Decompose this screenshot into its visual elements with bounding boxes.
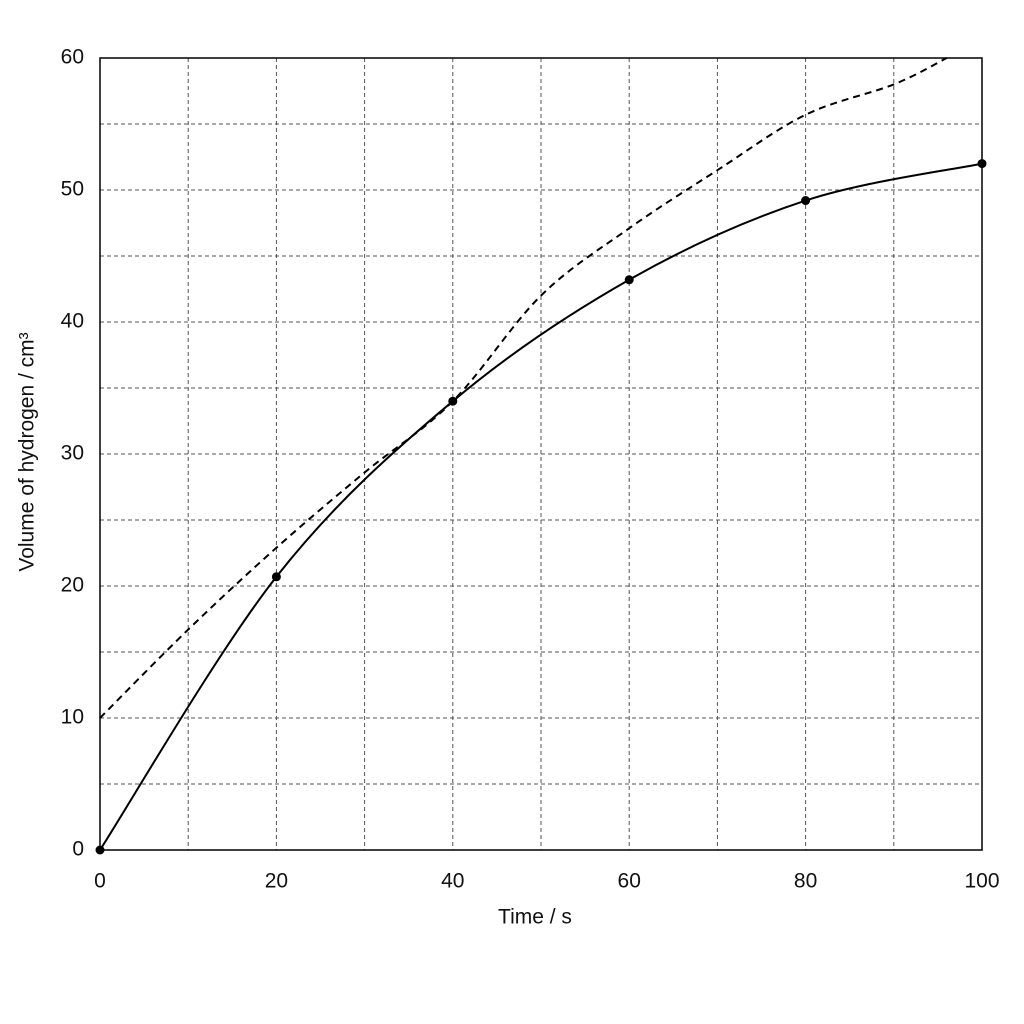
x-tick-label: 60 <box>618 870 641 893</box>
data-line <box>99 162 983 851</box>
x-tick-label: 40 <box>441 870 464 893</box>
x-tick-label: 20 <box>265 870 288 893</box>
x-tick-label: 100 <box>964 870 999 893</box>
data-point <box>95 845 105 855</box>
x-tick-label: 0 <box>94 870 106 893</box>
data-point <box>271 572 281 582</box>
x-tick-label: 80 <box>794 870 817 893</box>
y-tick-label: 10 <box>61 706 84 729</box>
y-tick-label: 60 <box>61 46 84 69</box>
data-point <box>977 159 987 169</box>
y-tick-label: 0 <box>72 838 84 861</box>
y-tick-label: 50 <box>61 178 84 201</box>
data-point <box>624 275 634 285</box>
y-tick-label: 20 <box>61 574 84 597</box>
y-tick-label: 40 <box>61 310 84 333</box>
y-tick-label: 30 <box>61 442 84 465</box>
data-line <box>99 57 948 719</box>
y-axis-label: Volume of hydrogen / cm³ <box>16 332 39 571</box>
x-axis-label: Time / s <box>498 906 572 929</box>
data-point <box>801 196 811 206</box>
plot-frame <box>99 57 983 851</box>
